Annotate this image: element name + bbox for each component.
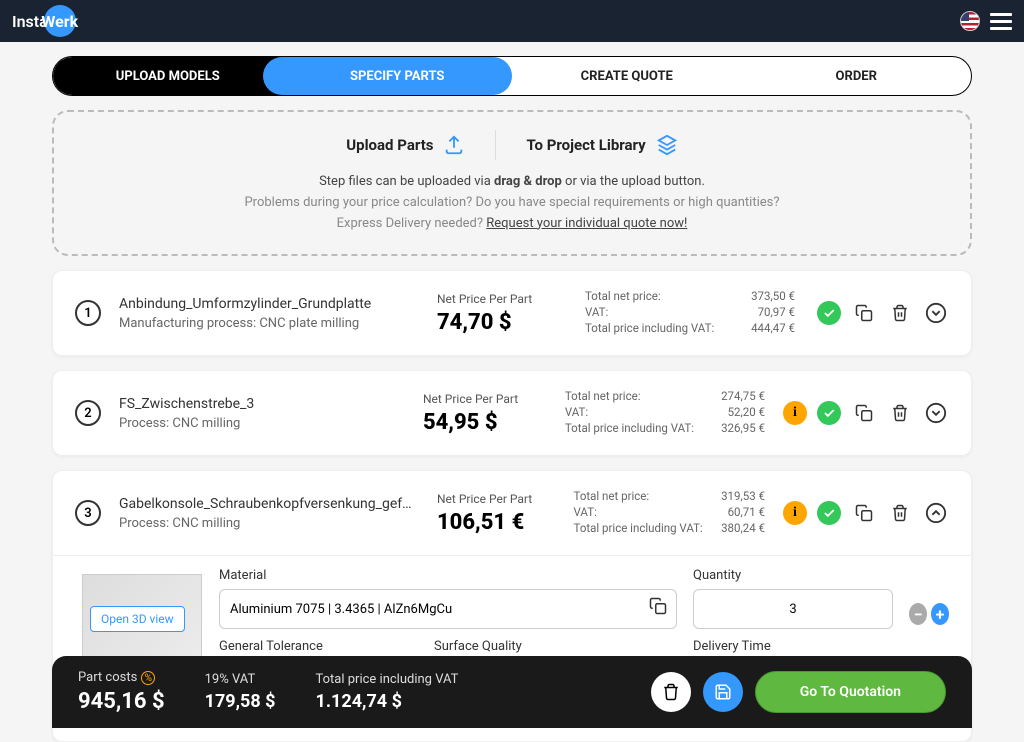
save-icon [714, 683, 732, 701]
part-number: 2 [75, 400, 101, 426]
delivery-label: Delivery Time [693, 639, 949, 654]
tab-upload-models[interactable]: UPLOAD MODELS [53, 57, 283, 95]
qty-minus-button[interactable]: − [909, 603, 927, 625]
surface-label: Surface Quality [434, 639, 677, 654]
project-library-button[interactable]: To Project Library [526, 134, 677, 156]
go-to-quotation-button[interactable]: Go To Quotation [755, 671, 946, 713]
tab-specify-parts[interactable]: SPECIFY PARTS [263, 57, 513, 95]
tab-create-quote[interactable]: CREATE QUOTE [512, 57, 742, 95]
qty-plus-button[interactable]: + [931, 603, 949, 625]
price-label: Net Price Per Part [437, 292, 567, 306]
duplicate-button[interactable] [851, 400, 877, 426]
save-button[interactable] [703, 672, 743, 712]
part-costs-label: Part costs [78, 670, 137, 685]
part-process: Process: CNC milling [119, 416, 405, 431]
part-card: 2 FS_Zwischenstrebe_3 Process: CNC milling… [52, 370, 972, 456]
part-number: 1 [75, 300, 101, 326]
language-flag-icon[interactable] [960, 11, 980, 31]
expand-toggle[interactable] [923, 400, 949, 426]
delete-button[interactable] [887, 400, 913, 426]
quantity-input[interactable] [693, 589, 893, 629]
delete-all-button[interactable] [651, 672, 691, 712]
part-totals: Total net price:373,50 €VAT:70,97 €Total… [585, 289, 795, 337]
logo-circle: Werk [44, 5, 76, 37]
part-totals: Total net price:274,75 €VAT:52,20 €Total… [565, 389, 765, 437]
status-ok-icon [817, 301, 841, 325]
part-process: Manufacturing process: CNC plate milling [119, 316, 419, 331]
total-label: Total price including VAT [316, 672, 459, 687]
part-number: 3 [75, 500, 101, 526]
copy-icon[interactable] [649, 597, 667, 619]
price-value: 106,51 € [437, 510, 556, 535]
part-card: 1 Anbindung_Umformzylinder_Grundplatte Man… [52, 270, 972, 356]
duplicate-button[interactable] [851, 300, 877, 326]
status-ok-icon [817, 401, 841, 425]
price-label: Net Price Per Part [423, 392, 547, 406]
delete-button[interactable] [887, 500, 913, 526]
delete-button[interactable] [887, 300, 913, 326]
menu-icon[interactable] [990, 13, 1012, 30]
total-value: 1.124,74 $ [316, 691, 459, 712]
material-input[interactable] [219, 589, 677, 629]
request-quote-link[interactable]: Request your individual quote now! [486, 216, 687, 231]
top-bar: Insta Werk [0, 0, 1024, 42]
logo[interactable]: Insta Werk [12, 5, 76, 37]
tab-order[interactable]: ORDER [742, 57, 972, 95]
status-ok-icon [817, 501, 841, 525]
duplicate-button[interactable] [851, 500, 877, 526]
info-icon[interactable]: i [783, 501, 807, 525]
upload-icon [443, 134, 465, 156]
expand-toggle[interactable] [923, 300, 949, 326]
part-name: FS_Zwischenstrebe_3 [119, 396, 405, 412]
expand-toggle[interactable] [923, 500, 949, 526]
price-value: 74,70 $ [437, 310, 567, 335]
part-process: Process: CNC milling [119, 516, 419, 531]
layers-icon [656, 134, 678, 156]
part-name: Anbindung_Umformzylinder_Grundplatte [119, 296, 419, 312]
project-library-label: To Project Library [526, 136, 645, 154]
price-value: 54,95 $ [423, 410, 547, 435]
open-3d-button[interactable]: Open 3D view [90, 606, 185, 632]
upload-area[interactable]: Upload Parts To Project Library Step fil… [52, 110, 972, 256]
part-totals: Total net price:319,53 €VAT:60,71 €Total… [574, 489, 765, 537]
part-costs-value: 945,16 $ [78, 689, 165, 714]
step-tabs: UPLOAD MODELS SPECIFY PARTS CREATE QUOTE… [52, 56, 972, 96]
trash-icon [662, 683, 680, 701]
divider [495, 130, 496, 160]
vat-value: 179,58 $ [205, 691, 276, 712]
upload-parts-label: Upload Parts [346, 136, 433, 154]
quantity-label: Quantity [693, 568, 893, 583]
warning-icon: % [141, 671, 155, 685]
upload-parts-button[interactable]: Upload Parts [346, 134, 465, 156]
part-name: Gabelkonsole_Schraubenkopfversenkung_gef… [119, 496, 419, 512]
tolerance-label: General Tolerance [219, 639, 418, 654]
footer-bar: Part costs% 945,16 $ 19% VAT 179,58 $ To… [52, 656, 972, 729]
price-label: Net Price Per Part [437, 492, 556, 506]
info-icon[interactable]: i [783, 401, 807, 425]
upload-hint-text: Step files can be uploaded via drag & dr… [74, 172, 950, 234]
material-label: Material [219, 568, 677, 583]
vat-label: 19% VAT [205, 672, 276, 687]
